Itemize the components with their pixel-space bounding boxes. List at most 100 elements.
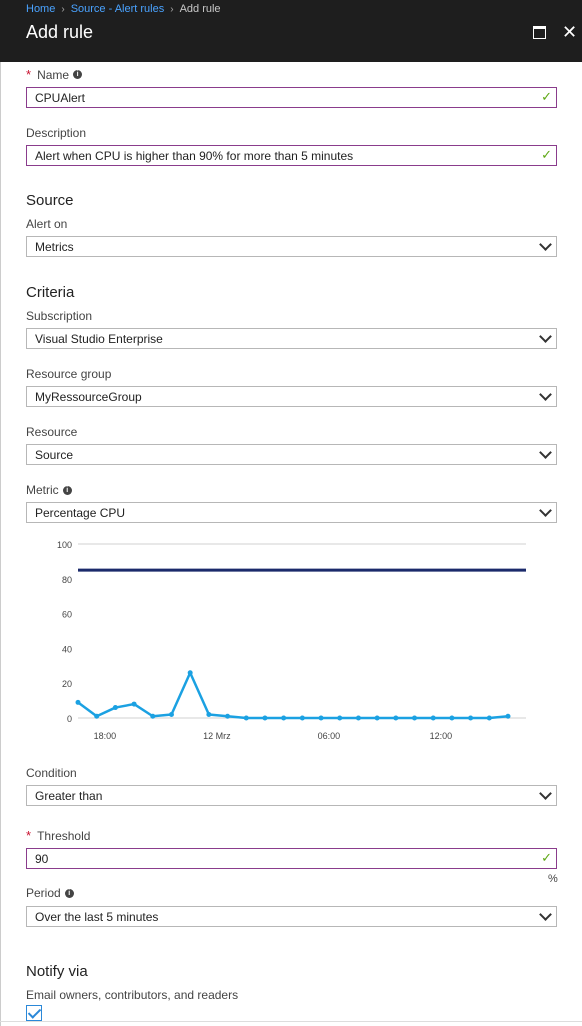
name-input[interactable]: CPUAlert ✓ (26, 87, 557, 108)
name-value: CPUAlert (35, 91, 86, 105)
period-label: Period i (26, 886, 74, 900)
chart-data-point (430, 715, 436, 721)
chart-y-tick-label: 60 (62, 610, 72, 620)
chart-y-tick-label: 100 (57, 540, 72, 550)
subscription-select[interactable]: Visual Studio Enterprise (26, 328, 557, 349)
chevron-down-icon (539, 388, 552, 401)
threshold-label-text: Threshold (37, 828, 91, 843)
chart-y-tick-label: 40 (62, 644, 72, 654)
threshold-value: 90 (35, 852, 49, 866)
resource-select[interactable]: Source (26, 444, 557, 465)
resource-value: Source (35, 448, 74, 462)
chart-data-point (112, 705, 118, 711)
period-label-text: Period (26, 886, 61, 900)
alert-on-value: Metrics (35, 240, 74, 254)
email-owners-checkbox[interactable] (26, 1005, 42, 1021)
name-label: * Name i (26, 67, 83, 82)
maximize-icon[interactable] (532, 24, 548, 40)
close-icon[interactable]: ✕ (562, 22, 578, 42)
chevron-down-icon (539, 908, 552, 921)
source-heading: Source (26, 192, 74, 209)
chevron-down-icon (539, 330, 552, 343)
chart-y-tick-label: 0 (67, 714, 72, 724)
subscription-label: Subscription (26, 309, 93, 323)
breadcrumb-alert-rules[interactable]: Source - Alert rules (70, 3, 165, 15)
chart-data-point (262, 715, 268, 721)
chevron-down-icon (539, 787, 552, 800)
checkmark-icon: ✓ (541, 89, 552, 104)
resource-group-value: MyRessourceGroup (35, 390, 142, 404)
chart-data-point (168, 712, 174, 718)
chevron-down-icon (539, 446, 552, 459)
chart-data-point (94, 713, 100, 719)
condition-select[interactable]: Greater than (26, 785, 557, 806)
metric-value: Percentage CPU (35, 506, 126, 520)
required-asterisk: * (26, 67, 32, 82)
chart-data-point (75, 699, 81, 705)
description-input[interactable]: Alert when CPU is higher than 90% for mo… (26, 145, 557, 166)
chart-data-point (505, 713, 511, 719)
alert-on-label: Alert on (26, 217, 68, 231)
chart-x-tick-label: 18:00 (94, 731, 117, 741)
blade-header: Home › Source - Alert rules › Add rule A… (0, 0, 582, 62)
info-icon[interactable]: i (73, 70, 83, 79)
description-value: Alert when CPU is higher than 90% for mo… (35, 149, 354, 163)
page-title: Add rule (26, 22, 94, 42)
period-value: Over the last 5 minutes (35, 910, 159, 924)
description-label: Description (26, 126, 87, 140)
chart-data-point (393, 715, 399, 721)
chart-data-point (187, 670, 193, 676)
chart-data-point (150, 713, 156, 719)
chart-data-point (243, 715, 249, 721)
required-asterisk: * (26, 828, 32, 843)
criteria-heading: Criteria (26, 284, 75, 301)
chevron-down-icon (539, 504, 552, 517)
resource-group-select[interactable]: MyRessourceGroup (26, 386, 557, 407)
chart-data-point (225, 713, 231, 719)
chart-series-line (77, 671, 509, 720)
chart-data-point (486, 715, 492, 721)
chart-data-point (281, 715, 287, 721)
checkmark-icon: ✓ (541, 147, 552, 162)
resource-group-label: Resource group (26, 367, 112, 381)
info-icon[interactable]: i (62, 485, 72, 495)
name-label-text: Name (37, 67, 70, 82)
period-select[interactable]: Over the last 5 minutes (26, 906, 557, 927)
chart-data-point (468, 715, 474, 721)
divider (0, 62, 1, 1026)
subscription-value: Visual Studio Enterprise (35, 332, 163, 346)
chart-x-tick-label: 12 Mrz (203, 731, 231, 741)
chart-data-point (318, 715, 324, 721)
chart-data-point (337, 715, 343, 721)
divider (0, 1021, 582, 1022)
breadcrumb-home[interactable]: Home (26, 3, 56, 15)
chart-data-point (412, 715, 418, 721)
chart-x-tick-label: 06:00 (318, 731, 341, 741)
chart-data-point (131, 701, 137, 707)
chart-data-point (449, 715, 455, 721)
chevron-right-icon: › (170, 3, 174, 15)
threshold-input[interactable]: 90 ✓ (26, 848, 557, 869)
threshold-unit: % (548, 873, 558, 885)
chart-x-tick-label: 12:00 (430, 731, 453, 741)
email-owners-label: Email owners, contributors, and readers (26, 988, 239, 1002)
chart-data-point (299, 715, 305, 721)
metric-chart: 100 80 60 40 20 0 18:00 12 Mrz 06:00 12:00 (57, 540, 526, 741)
alert-on-select[interactable]: Metrics (26, 236, 557, 257)
resource-label: Resource (26, 425, 78, 439)
metric-select[interactable]: Percentage CPU (26, 502, 557, 523)
threshold-label: * Threshold (26, 828, 90, 843)
metric-label-text: Metric (26, 483, 59, 497)
info-icon[interactable]: i (64, 888, 74, 898)
metric-label: Metric i (26, 483, 72, 497)
chevron-right-icon: › (61, 3, 65, 15)
condition-value: Greater than (35, 789, 103, 803)
chart-data-point (355, 715, 361, 721)
chart-data-point (374, 715, 380, 721)
condition-label: Condition (26, 766, 77, 780)
checkmark-icon: ✓ (541, 850, 552, 865)
chart-y-tick-label: 80 (62, 575, 72, 585)
breadcrumb: Home › Source - Alert rules › Add rule (26, 2, 221, 16)
notify-heading: Notify via (26, 963, 88, 980)
chart-data-point (206, 712, 212, 718)
